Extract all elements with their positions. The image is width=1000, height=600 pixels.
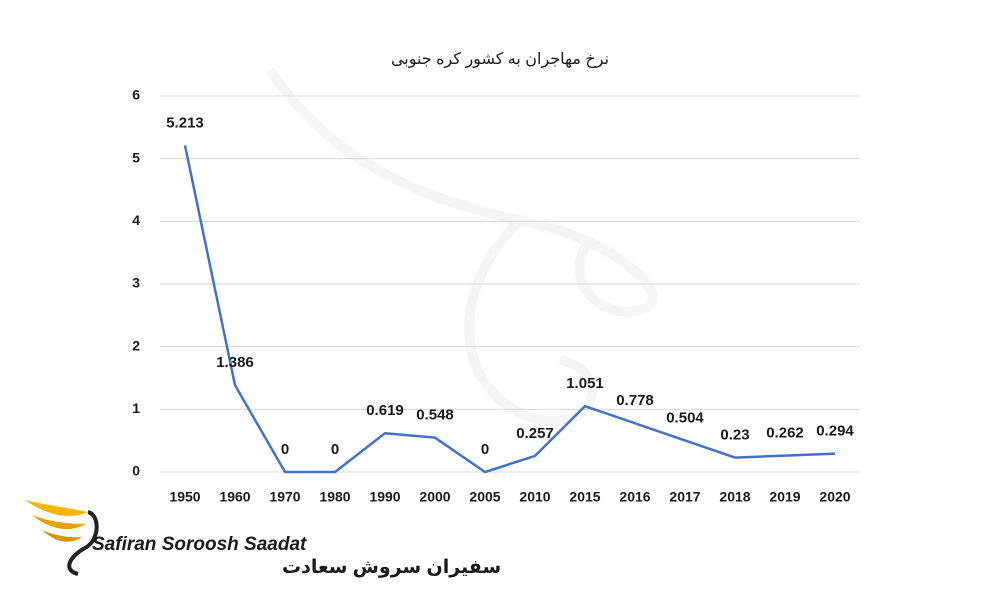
x-tick-label: 2019	[769, 489, 800, 505]
watermark	[265, 67, 658, 427]
logo-name: Safiran Soroosh Saadat	[92, 534, 307, 555]
chart-title: نرخ مهاجران به کشور کره جنوبی	[391, 51, 609, 69]
x-tick-label: 2015	[569, 489, 600, 505]
x-tick-label: 2005	[469, 489, 500, 505]
x-tick-label: 2000	[419, 489, 450, 505]
x-tick-label: 1980	[319, 489, 350, 505]
x-tick-label: 2020	[819, 489, 850, 505]
y-tick-label: 5	[132, 149, 140, 165]
data-label: 1.051	[566, 375, 604, 392]
logo-name-fa: سفیران سروش سعادت	[282, 557, 501, 578]
data-label: 0.504	[666, 409, 704, 426]
logo-wing	[25, 500, 88, 516]
y-tick-label: 2	[132, 337, 140, 353]
y-tick-label: 4	[132, 212, 140, 228]
data-label: 0.548	[416, 407, 454, 424]
line	[183, 145, 836, 474]
y-tick-label: 0	[132, 463, 140, 479]
x-tick-label: 1950	[169, 489, 200, 505]
logo-swan	[67, 510, 99, 576]
y-tick-label: 3	[132, 275, 140, 291]
data-label: 0	[331, 441, 339, 458]
data-label: 0.778	[616, 392, 654, 409]
logo-wing	[32, 515, 86, 530]
data-label: 0	[481, 441, 489, 458]
y-tick-label: 1	[132, 400, 140, 416]
data-label: 0.23	[720, 427, 749, 444]
data-label: 0.294	[816, 423, 854, 440]
x-tick-label: 2016	[619, 489, 650, 505]
logo: Safiran Soroosh Saadat سفیران سروش سعادت	[25, 500, 501, 578]
x-tick-label: 2010	[519, 489, 550, 505]
data-label: 0	[281, 441, 289, 458]
logo-wing	[42, 530, 82, 542]
data-label: 5.213	[166, 114, 204, 131]
data-label: 0.262	[766, 425, 804, 442]
x-tick-label: 1970	[269, 489, 300, 505]
x-tick-label: 2018	[719, 489, 750, 505]
x-tick-label: 1960	[219, 489, 250, 505]
y-tick-label: 6	[132, 87, 140, 103]
data-label: 0.257	[516, 425, 554, 442]
x-tick-label: 2017	[669, 489, 700, 505]
x-tick-label: 1990	[369, 489, 400, 505]
data-label: 1.386	[216, 354, 254, 371]
data-label: 0.619	[366, 402, 404, 419]
